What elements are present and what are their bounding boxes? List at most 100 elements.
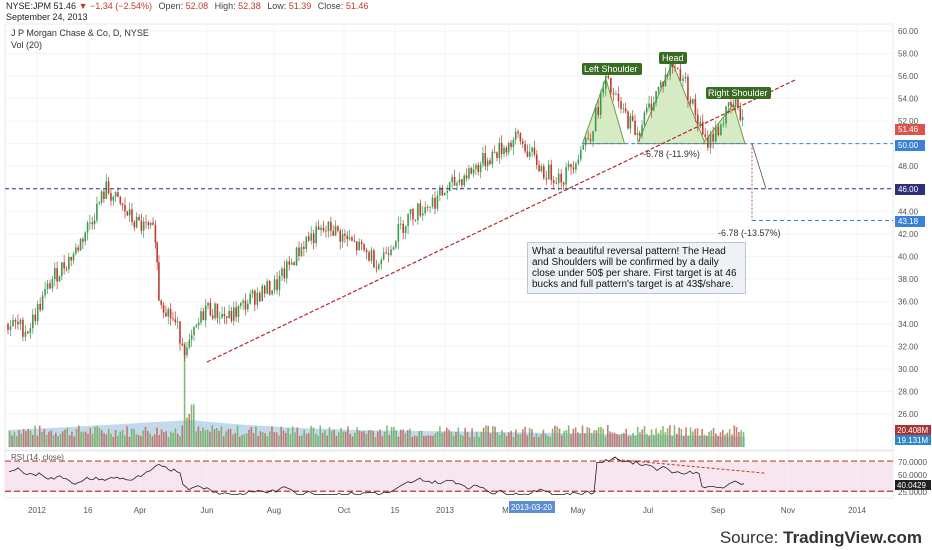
volume-bar: [586, 427, 588, 447]
candle-body: [261, 285, 264, 302]
volume-bar: [551, 428, 554, 447]
candle-body: [456, 183, 458, 186]
candle-body: [358, 241, 360, 251]
volume-bar: [393, 426, 395, 447]
candle-body: [666, 74, 669, 76]
full-target-price-tag: 43.18: [895, 216, 925, 227]
volume-bar: [540, 434, 542, 447]
candle-body: [429, 206, 431, 208]
volume-bar: [735, 427, 738, 447]
candle-body: [305, 236, 308, 249]
volume-bar: [630, 435, 632, 447]
candle-body: [34, 314, 37, 321]
candle-body: [575, 163, 577, 170]
volume-bar: [248, 429, 250, 447]
volume-bar: [473, 436, 476, 447]
candle-body: [671, 63, 674, 68]
volume-bar: [639, 432, 641, 447]
volume-bar: [84, 431, 87, 447]
candle-body: [510, 142, 512, 148]
candle-body: [278, 275, 281, 290]
volume-bar: [469, 436, 471, 447]
candle-body: [589, 139, 592, 141]
pattern-triangle: [636, 61, 706, 145]
symbol[interactable]: NYSE:JPM: [6, 1, 52, 11]
candle-body: [524, 143, 526, 152]
volume-bar: [374, 436, 377, 447]
volume-bar: [429, 435, 432, 447]
volume-bar: [618, 435, 621, 447]
volume-bar: [425, 436, 427, 447]
candle-body: [570, 163, 572, 168]
volume-bar: [563, 430, 565, 447]
volume-bar: [287, 428, 289, 447]
candle-body: [414, 219, 417, 221]
rsi-divergence-line: [611, 458, 766, 474]
candle-body: [622, 108, 625, 110]
volume-bar: [485, 425, 487, 447]
volume-bar: [89, 428, 92, 447]
volume-bar: [386, 425, 388, 447]
volume-bar: [666, 428, 669, 447]
candle-body: [232, 307, 235, 321]
volume-bar: [282, 430, 285, 447]
candle-body: [254, 290, 256, 305]
volume-bar: [533, 436, 535, 447]
candle-body: [211, 315, 214, 319]
candle-body: [387, 253, 390, 255]
candle-body: [53, 268, 56, 280]
candle-body: [271, 290, 273, 295]
candle-body: [597, 106, 599, 115]
volume-bar: [15, 436, 18, 447]
candle-body: [195, 325, 198, 327]
volume-bar: [358, 430, 361, 447]
volume-bar: [110, 433, 112, 447]
candle-body: [493, 151, 496, 153]
candle-body: [741, 117, 744, 120]
candle-body: [190, 335, 193, 340]
candle-body: [498, 142, 501, 158]
candle-body: [662, 81, 664, 87]
volume-bar: [105, 434, 108, 447]
candle-body: [507, 142, 510, 153]
candle-body: [584, 138, 587, 146]
volume-bar: [436, 431, 439, 447]
candle-body: [142, 221, 145, 231]
volume-bar: [268, 431, 271, 447]
volume-bar: [581, 425, 584, 447]
price-tick-label: 56.00: [898, 72, 919, 81]
candle-body: [160, 300, 163, 305]
volume-bar: [570, 434, 572, 447]
volume-bar: [459, 434, 462, 447]
volume-bar: [291, 426, 294, 447]
volume-bar: [75, 428, 78, 447]
candle-body: [684, 76, 687, 79]
annotation-note[interactable]: What a beautiful reversal pattern! The H…: [527, 242, 746, 294]
volume-bar: [367, 430, 370, 447]
neckline-price-tag: 50.00: [895, 140, 925, 151]
candle-body: [82, 239, 84, 242]
volume-bar: [577, 432, 579, 447]
candle-body: [365, 250, 368, 253]
candle-body: [664, 74, 667, 87]
volume-bar: [225, 431, 227, 447]
volume-bar: [471, 428, 473, 447]
candle-body: [519, 133, 522, 142]
candle-body: [110, 193, 112, 201]
candle-body: [46, 283, 49, 290]
volume-bar: [673, 425, 676, 447]
volume-bar: [351, 436, 354, 447]
candle-body: [604, 75, 607, 89]
candle-body: [540, 166, 543, 172]
volume-bar: [452, 435, 455, 447]
candle-body: [174, 319, 177, 323]
volume-bar: [117, 435, 119, 447]
candle-body: [112, 196, 115, 201]
candle-body: [244, 300, 247, 310]
candle-body: [17, 321, 19, 325]
candle-body: [392, 247, 395, 250]
volume-bar: [87, 433, 89, 447]
date-marker[interactable]: 2013-03-20: [509, 501, 555, 513]
candle-body: [417, 203, 419, 221]
